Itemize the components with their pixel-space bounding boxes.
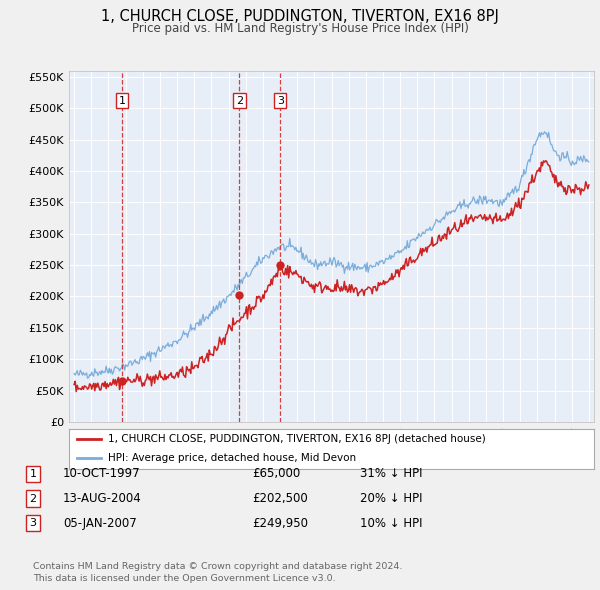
- Text: 1: 1: [118, 96, 125, 106]
- Text: Price paid vs. HM Land Registry's House Price Index (HPI): Price paid vs. HM Land Registry's House …: [131, 22, 469, 35]
- Text: 10-OCT-1997: 10-OCT-1997: [63, 467, 140, 480]
- Text: £249,950: £249,950: [252, 517, 308, 530]
- Text: HPI: Average price, detached house, Mid Devon: HPI: Average price, detached house, Mid …: [109, 453, 356, 463]
- Text: 10% ↓ HPI: 10% ↓ HPI: [360, 517, 422, 530]
- Text: 31% ↓ HPI: 31% ↓ HPI: [360, 467, 422, 480]
- Text: £202,500: £202,500: [252, 492, 308, 505]
- Text: This data is licensed under the Open Government Licence v3.0.: This data is licensed under the Open Gov…: [33, 573, 335, 583]
- Text: 3: 3: [277, 96, 284, 106]
- Text: 2: 2: [29, 494, 37, 503]
- Text: Contains HM Land Registry data © Crown copyright and database right 2024.: Contains HM Land Registry data © Crown c…: [33, 562, 403, 571]
- Text: 1, CHURCH CLOSE, PUDDINGTON, TIVERTON, EX16 8PJ: 1, CHURCH CLOSE, PUDDINGTON, TIVERTON, E…: [101, 9, 499, 24]
- Text: 1, CHURCH CLOSE, PUDDINGTON, TIVERTON, EX16 8PJ (detached house): 1, CHURCH CLOSE, PUDDINGTON, TIVERTON, E…: [109, 434, 486, 444]
- Text: 13-AUG-2004: 13-AUG-2004: [63, 492, 142, 505]
- Text: 1: 1: [29, 469, 37, 478]
- Text: 05-JAN-2007: 05-JAN-2007: [63, 517, 137, 530]
- Text: 20% ↓ HPI: 20% ↓ HPI: [360, 492, 422, 505]
- Text: 3: 3: [29, 519, 37, 528]
- Text: 2: 2: [236, 96, 243, 106]
- Text: £65,000: £65,000: [252, 467, 300, 480]
